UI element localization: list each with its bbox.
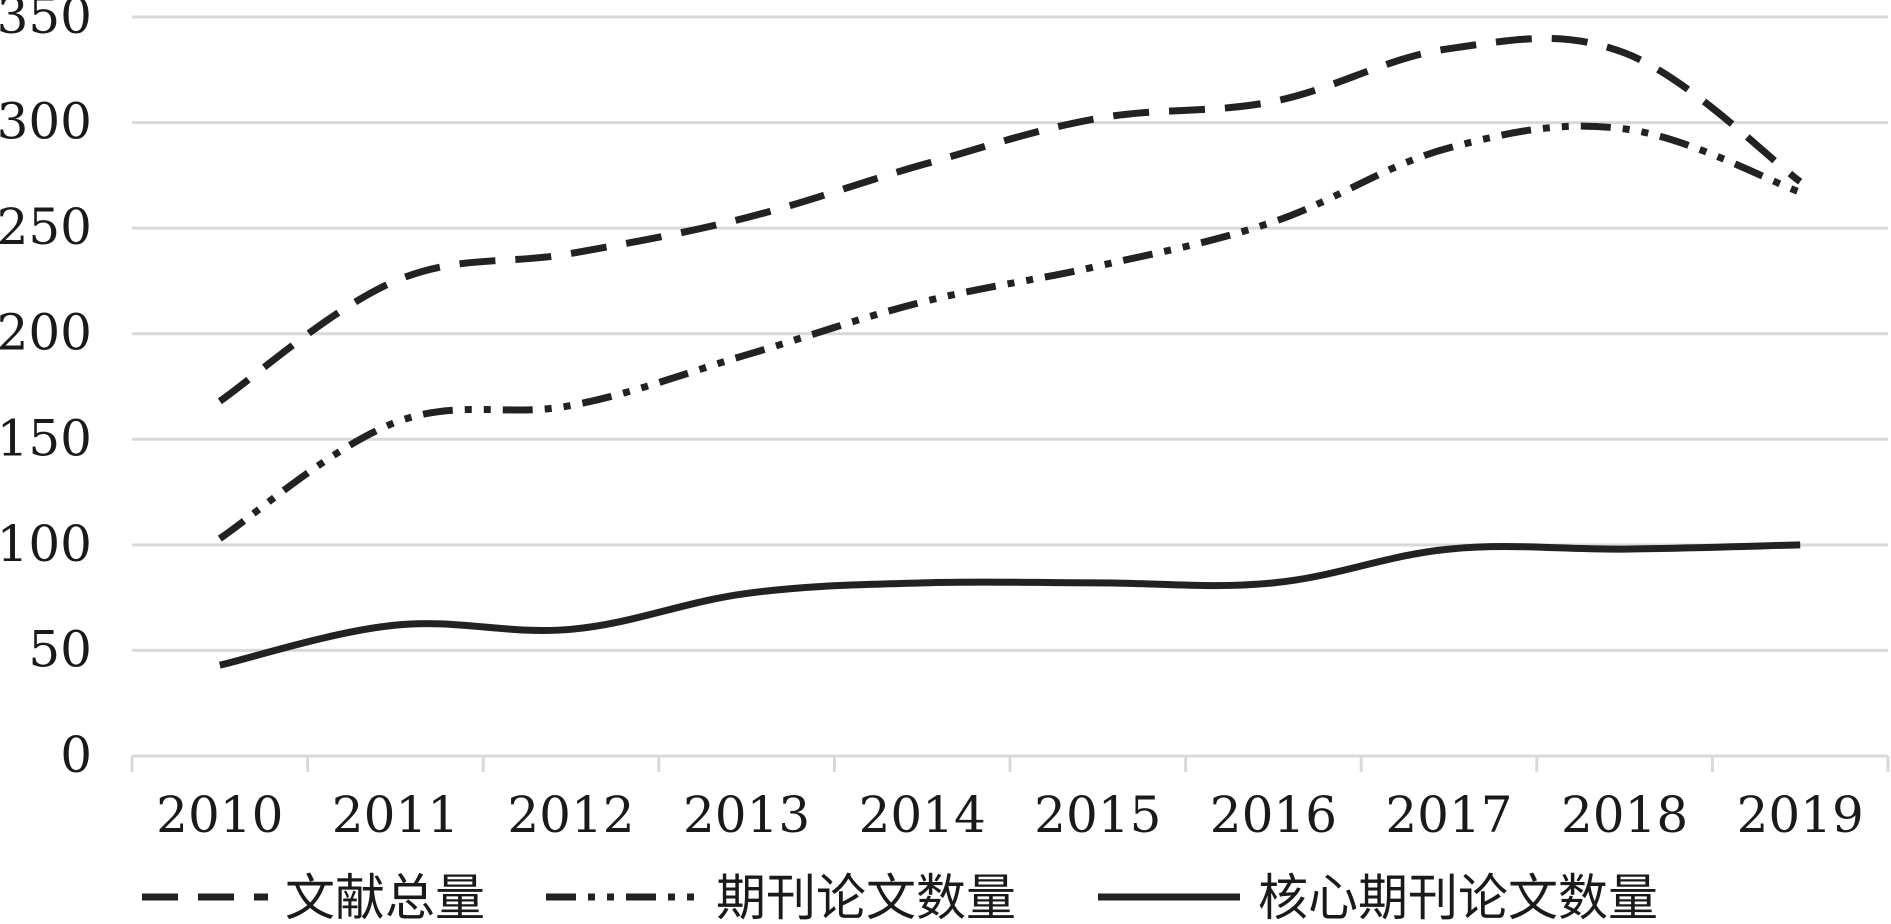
y-tick-label: 200 — [0, 304, 92, 362]
y-tick-label: 50 — [28, 620, 92, 678]
legend-label-3: 核心期刊论文数量 — [1258, 869, 1658, 924]
x-tick-label: 2014 — [859, 786, 986, 844]
series-lines — [217, 34, 1803, 669]
x-tick-label: 2013 — [683, 786, 810, 844]
y-tick-label: 0 — [60, 726, 92, 784]
x-tick-label: 2018 — [1561, 786, 1688, 844]
y-axis-ticks: 0 50 100 150 200 250 300 350 — [0, 0, 92, 784]
series-line-3 — [219, 541, 1801, 669]
x-tick-label: 2016 — [1210, 786, 1337, 844]
y-tick-label: 300 — [0, 93, 92, 151]
y-tick-label: 250 — [0, 198, 92, 256]
y-tick-label: 100 — [0, 515, 92, 573]
x-tick-label: 2017 — [1385, 786, 1512, 844]
legend-label-2: 期刊论文数量 — [716, 869, 1016, 924]
legend: 文献总量 期刊论文数量 核心期刊论文数量 — [142, 869, 1658, 924]
gridlines — [132, 15, 1888, 652]
x-tick-label: 2015 — [1034, 786, 1161, 844]
y-tick-label: 150 — [0, 409, 92, 467]
y-tick-label: 350 — [0, 0, 92, 45]
x-tick-label: 2011 — [332, 786, 459, 844]
x-tick-label: 2019 — [1737, 786, 1864, 844]
x-tick-label: 2010 — [156, 786, 283, 844]
x-tick-label: 2012 — [507, 786, 634, 844]
series-line-1 — [217, 34, 1803, 405]
legend-label-1: 文献总量 — [285, 869, 485, 924]
x-axis: 2010 2011 2012 2013 2014 2015 2016 2017 2018 2019 — [130, 754, 1890, 844]
